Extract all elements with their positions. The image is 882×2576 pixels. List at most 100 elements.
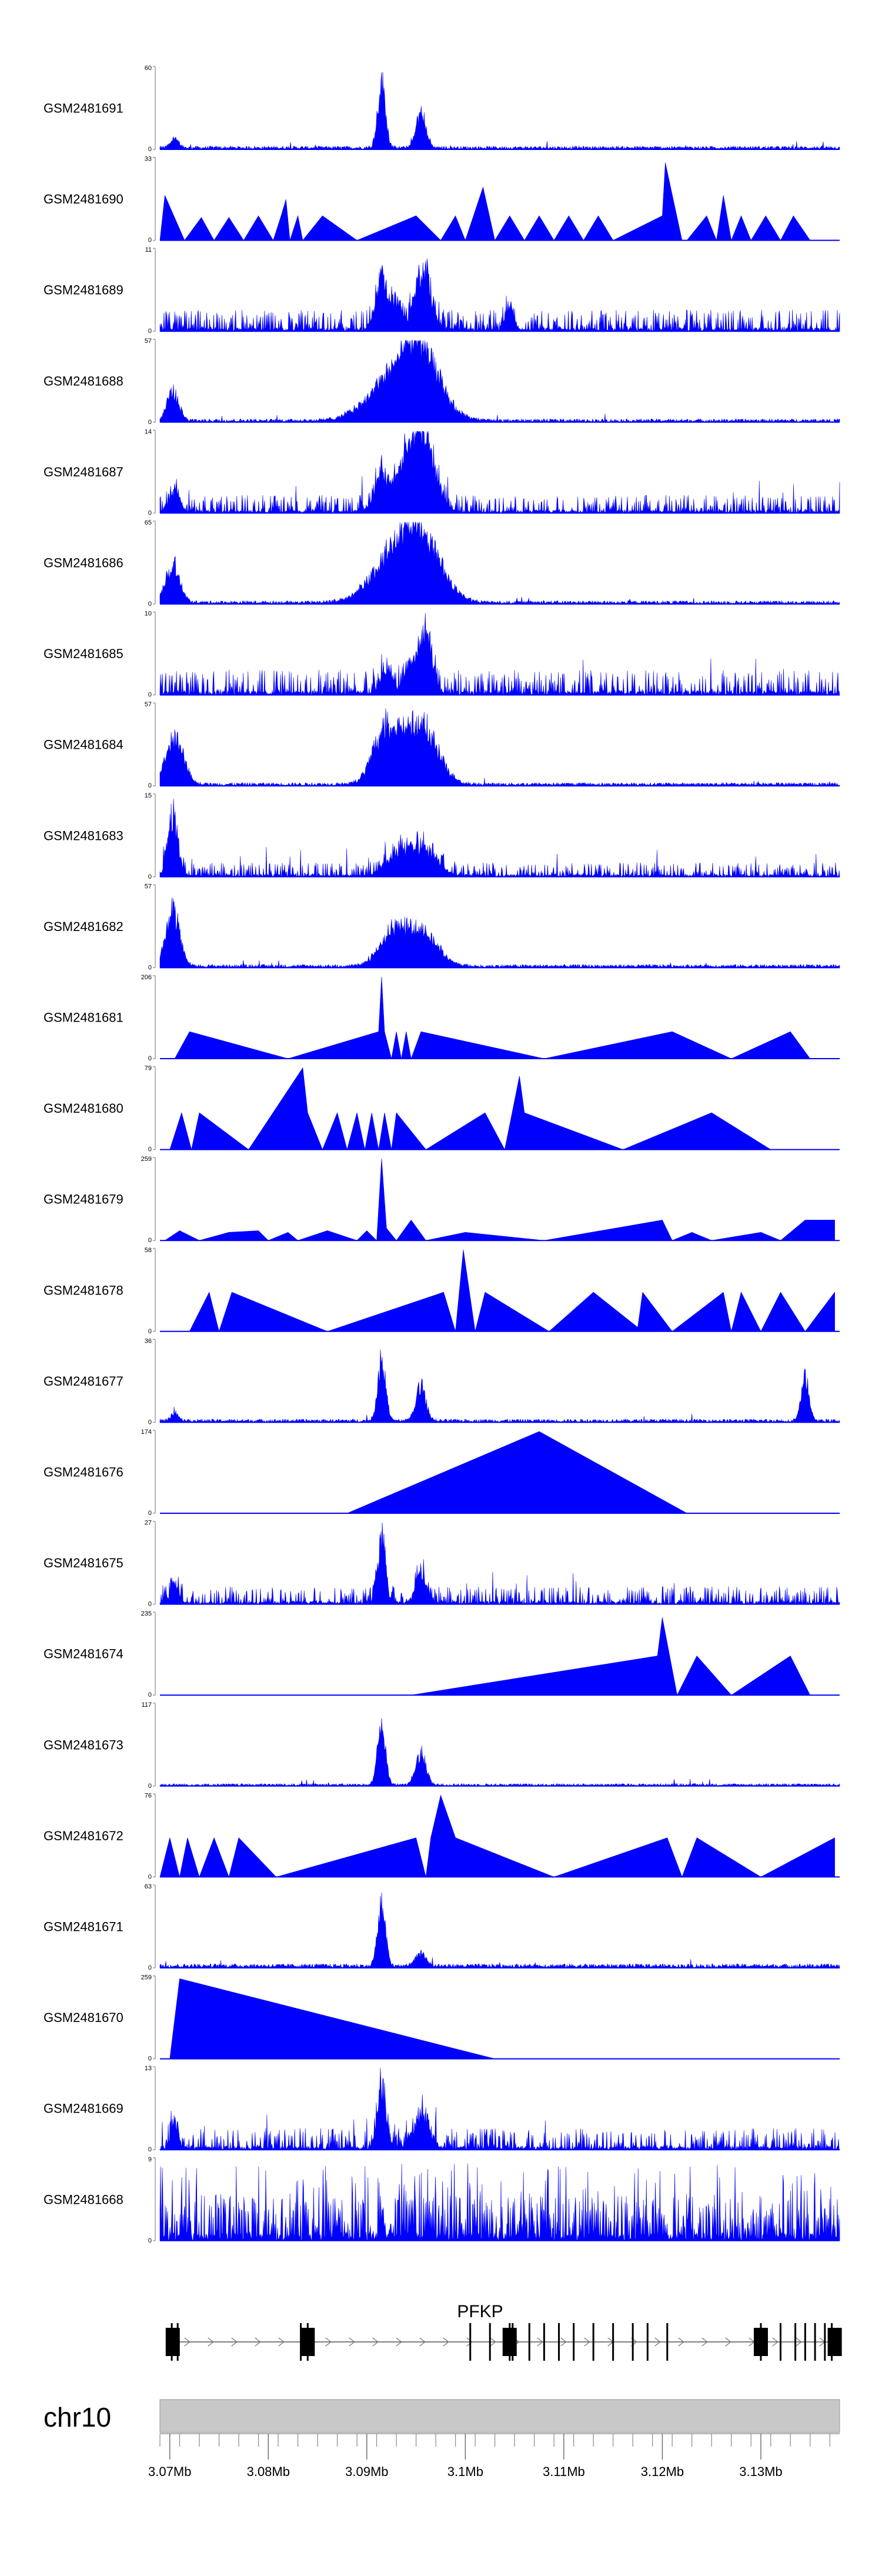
y-max-label: 174 (141, 1429, 152, 1436)
track-gsm2481678: GSM2481678 58 0 (44, 1247, 840, 1335)
track-label: GSM2481681 (44, 1010, 123, 1025)
y-min-label: 0 (148, 328, 152, 335)
track-signal-area (411, 1617, 811, 1696)
track-label: GSM2481678 (44, 1283, 123, 1297)
track-signal-area (347, 1431, 687, 1514)
strand-arrow (725, 2337, 731, 2347)
y-min-label: 0 (148, 146, 152, 153)
y-min-label: 0 (148, 600, 152, 608)
track-label: GSM2481687 (44, 465, 123, 479)
y-max-label: 57 (145, 883, 152, 890)
y-max-label: 76 (145, 1792, 152, 1799)
strand-arrow (419, 2337, 426, 2347)
y-max-label: 65 (145, 519, 152, 526)
y-max-label: 235 (141, 1610, 152, 1617)
track-gsm2481680: GSM2481680 79 0 (44, 1065, 840, 1153)
track-gsm2481674: GSM2481674 235 0 (44, 1610, 840, 1699)
gene-name-label: PFKP (457, 2302, 503, 2321)
track-signal-area (159, 708, 840, 787)
y-max-label: 57 (145, 701, 152, 708)
track-label: GSM2481677 (44, 1374, 123, 1389)
y-max-label: 63 (145, 1883, 152, 1890)
track-gsm2481687: GSM2481687 14 0 (44, 428, 840, 516)
y-max-label: 10 (145, 610, 152, 618)
y-min-label: 0 (148, 1964, 152, 1971)
track-gsm2481675: GSM2481675 27 0 (44, 1520, 840, 1608)
track-gsm2481688: GSM2481688 57 0 (44, 338, 840, 426)
strand-arrow (396, 2337, 402, 2347)
track-gsm2481670: GSM2481670 259 0 (44, 1974, 840, 2063)
axis-tick-label: 3.07Mb (148, 2464, 191, 2479)
strand-arrow (772, 2337, 779, 2347)
y-max-label: 58 (145, 1247, 152, 1254)
track-label: GSM2481674 (44, 1647, 123, 1661)
track-label: GSM2481686 (44, 556, 123, 570)
track-gsm2481673: GSM2481673 117 0 (44, 1701, 840, 1790)
track-label: GSM2481669 (44, 2101, 123, 2116)
track-signal-area (159, 258, 840, 332)
track-label: GSM2481683 (44, 828, 123, 843)
track-gsm2481669: GSM2481669 13 0 (44, 2065, 840, 2153)
gene-exon-block (300, 2328, 315, 2356)
axis-tick-label: 3.08Mb (247, 2464, 290, 2479)
track-label: GSM2481675 (44, 1556, 123, 1570)
tracks-group: GSM2481691600GSM2481690330GSM2481689110G… (44, 65, 840, 2244)
track-signal-area (159, 339, 840, 423)
y-min-label: 0 (148, 1873, 152, 1880)
track-label: GSM2481676 (44, 1465, 123, 1480)
gene-exon-block (165, 2328, 180, 2356)
genome-axis: 3.07Mb 3.08Mb 3.09Mb 3.1Mb 3.11Mb 3.12Mb 3.13M… (148, 2433, 840, 2479)
strand-arrow (701, 2337, 708, 2347)
y-min-label: 0 (148, 1055, 152, 1062)
track-label: GSM2481672 (44, 1828, 123, 1843)
track-label: GSM2481684 (44, 738, 123, 752)
y-min-label: 0 (148, 692, 152, 699)
track-gsm2481684: GSM2481684 57 0 (44, 701, 840, 789)
y-min-label: 0 (148, 1146, 152, 1153)
strand-arrow (537, 2337, 543, 2347)
track-gsm2481679: GSM2481679 259 0 (44, 1156, 840, 1244)
track-label: GSM2481668 (44, 2192, 123, 2207)
strand-arrow (325, 2337, 332, 2347)
track-signal-area (159, 1794, 835, 1878)
y-min-label: 0 (148, 2056, 152, 2063)
track-label: GSM2481688 (44, 373, 123, 388)
track-signal-area (169, 1978, 495, 2059)
track-signal-area (159, 162, 835, 241)
y-min-label: 0 (148, 1691, 152, 1699)
track-label: GSM2481680 (44, 1101, 123, 1116)
track-signal-area (159, 522, 840, 605)
gene-track: PFKP (165, 2302, 842, 2361)
chromosome-track: chr10 (44, 2399, 840, 2433)
y-min-label: 0 (148, 1601, 152, 1608)
strand-arrow (560, 2337, 567, 2347)
y-max-label: 36 (145, 1337, 152, 1344)
track-signal-area (159, 613, 840, 696)
track-gsm2481690: GSM2481690 33 0 (44, 156, 840, 244)
track-gsm2481676: GSM2481676 174 0 (44, 1429, 840, 1517)
track-label: GSM2481682 (44, 919, 123, 934)
strand-arrow (466, 2337, 473, 2347)
strand-arrow (490, 2337, 496, 2347)
track-gsm2481671: GSM2481671 63 0 (44, 1883, 840, 1971)
axis-tick-label: 3.1Mb (447, 2464, 483, 2479)
track-signal-area (159, 72, 840, 151)
y-min-label: 0 (148, 419, 152, 426)
y-min-label: 0 (148, 237, 152, 244)
y-min-label: 0 (148, 509, 152, 516)
track-label: GSM2481691 (44, 101, 123, 116)
strand-arrow (231, 2337, 238, 2347)
track-gsm2481677: GSM2481677 36 0 (44, 1337, 840, 1426)
strand-arrow (796, 2337, 802, 2347)
track-signal-area (159, 1892, 840, 1968)
strand-arrow (654, 2337, 661, 2347)
y-min-label: 0 (148, 964, 152, 971)
y-min-label: 0 (148, 1328, 152, 1335)
gene-exon-block (502, 2328, 517, 2356)
strand-arrow (278, 2337, 285, 2347)
strand-arrow (372, 2337, 379, 2347)
y-min-label: 0 (148, 873, 152, 880)
track-signal-area (159, 897, 840, 969)
strand-arrow (678, 2337, 684, 2347)
